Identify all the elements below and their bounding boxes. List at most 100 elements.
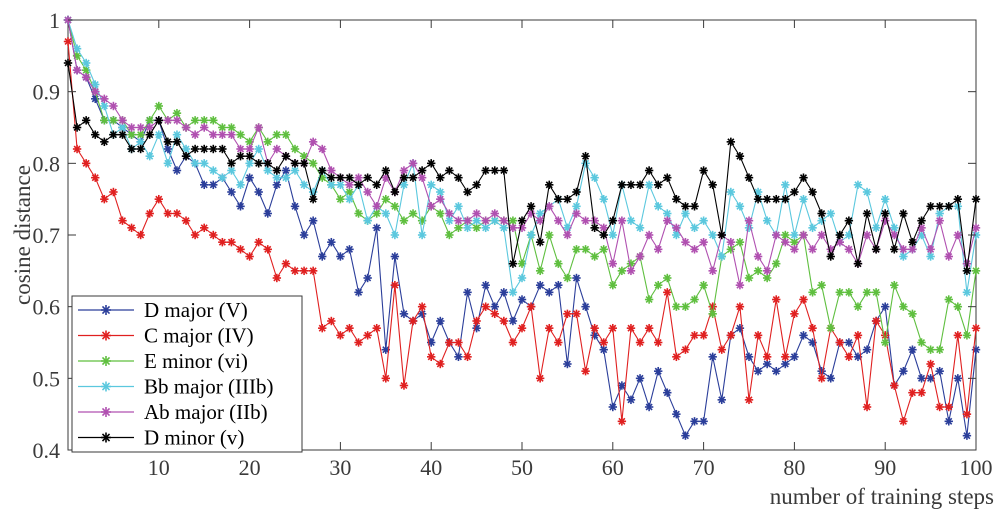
data-point bbox=[181, 216, 191, 225]
data-point bbox=[935, 366, 944, 376]
data-point bbox=[345, 180, 354, 190]
data-point bbox=[463, 216, 472, 225]
data-point bbox=[327, 173, 336, 182]
data-point bbox=[245, 159, 254, 168]
data-point bbox=[817, 230, 826, 240]
data-point bbox=[327, 180, 336, 190]
data-point bbox=[190, 159, 200, 168]
y-tick-label: 0.6 bbox=[33, 295, 61, 320]
data-point bbox=[699, 331, 708, 340]
data-point bbox=[227, 123, 236, 132]
data-point bbox=[417, 230, 427, 240]
data-point bbox=[935, 402, 944, 412]
data-point bbox=[290, 159, 300, 168]
data-point bbox=[508, 223, 518, 233]
data-point bbox=[654, 280, 663, 290]
x-tick-label: 30 bbox=[329, 455, 351, 480]
data-point bbox=[545, 288, 554, 297]
data-point bbox=[753, 194, 763, 204]
data-point bbox=[236, 202, 245, 211]
data-point bbox=[381, 194, 390, 204]
data-point bbox=[890, 381, 899, 390]
data-point bbox=[218, 237, 227, 247]
data-point bbox=[626, 395, 636, 405]
data-point bbox=[372, 209, 381, 218]
data-point bbox=[272, 173, 282, 182]
data-point bbox=[535, 266, 545, 276]
data-point bbox=[318, 323, 327, 333]
data-point bbox=[563, 273, 572, 283]
data-point bbox=[227, 237, 236, 247]
data-point bbox=[109, 101, 118, 111]
data-point bbox=[799, 173, 808, 182]
data-point bbox=[808, 223, 817, 233]
data-point bbox=[735, 280, 745, 290]
legend-marker bbox=[101, 356, 111, 366]
data-point bbox=[490, 216, 499, 225]
data-point bbox=[336, 180, 345, 190]
data-point bbox=[953, 230, 963, 240]
data-point bbox=[935, 345, 944, 354]
data-point bbox=[436, 209, 445, 218]
data-point bbox=[499, 223, 509, 233]
legend-entry: E minor (vi) bbox=[78, 349, 248, 373]
legend-label: D minor (v) bbox=[144, 426, 244, 450]
data-point bbox=[862, 209, 872, 218]
data-point bbox=[245, 252, 254, 261]
data-point bbox=[744, 273, 754, 283]
data-point bbox=[318, 252, 327, 261]
data-point bbox=[753, 366, 763, 376]
data-point bbox=[862, 345, 872, 354]
data-point bbox=[299, 180, 309, 190]
data-point bbox=[654, 202, 663, 211]
data-point bbox=[635, 374, 645, 383]
data-point bbox=[290, 144, 300, 154]
data-point bbox=[926, 359, 935, 369]
data-point bbox=[599, 194, 608, 204]
data-point bbox=[717, 230, 726, 240]
data-point bbox=[490, 309, 499, 319]
data-point bbox=[254, 123, 263, 132]
data-point bbox=[372, 323, 381, 333]
data-point bbox=[572, 309, 581, 319]
data-point bbox=[644, 402, 654, 412]
data-point bbox=[445, 230, 454, 240]
series-5 bbox=[63, 58, 981, 276]
data-point bbox=[399, 166, 409, 175]
data-point bbox=[417, 302, 427, 311]
data-point bbox=[681, 237, 690, 247]
data-point bbox=[118, 130, 127, 139]
data-point bbox=[844, 338, 854, 347]
data-point bbox=[535, 374, 545, 383]
data-point bbox=[644, 295, 654, 304]
data-point bbox=[272, 180, 282, 190]
data-point bbox=[390, 252, 400, 261]
data-point bbox=[508, 338, 518, 347]
data-point bbox=[826, 323, 835, 333]
data-point bbox=[336, 252, 345, 261]
data-point bbox=[363, 273, 372, 283]
data-point bbox=[753, 266, 763, 276]
data-point bbox=[781, 230, 790, 240]
data-point bbox=[944, 202, 953, 211]
data-point bbox=[163, 159, 173, 168]
data-point bbox=[772, 230, 781, 240]
data-point bbox=[463, 223, 472, 233]
data-point bbox=[427, 202, 436, 211]
data-point bbox=[908, 345, 917, 354]
data-point bbox=[762, 266, 772, 276]
data-point bbox=[708, 266, 717, 276]
data-point bbox=[163, 116, 173, 125]
data-point bbox=[490, 209, 499, 218]
data-point bbox=[935, 202, 944, 211]
data-point bbox=[699, 216, 708, 225]
data-point bbox=[454, 173, 463, 182]
data-point bbox=[100, 116, 109, 125]
data-point bbox=[526, 230, 536, 240]
data-point bbox=[790, 245, 799, 254]
data-point bbox=[899, 366, 908, 376]
data-point bbox=[899, 417, 908, 426]
data-point bbox=[354, 180, 363, 190]
data-point bbox=[608, 323, 617, 333]
data-point bbox=[581, 151, 590, 161]
